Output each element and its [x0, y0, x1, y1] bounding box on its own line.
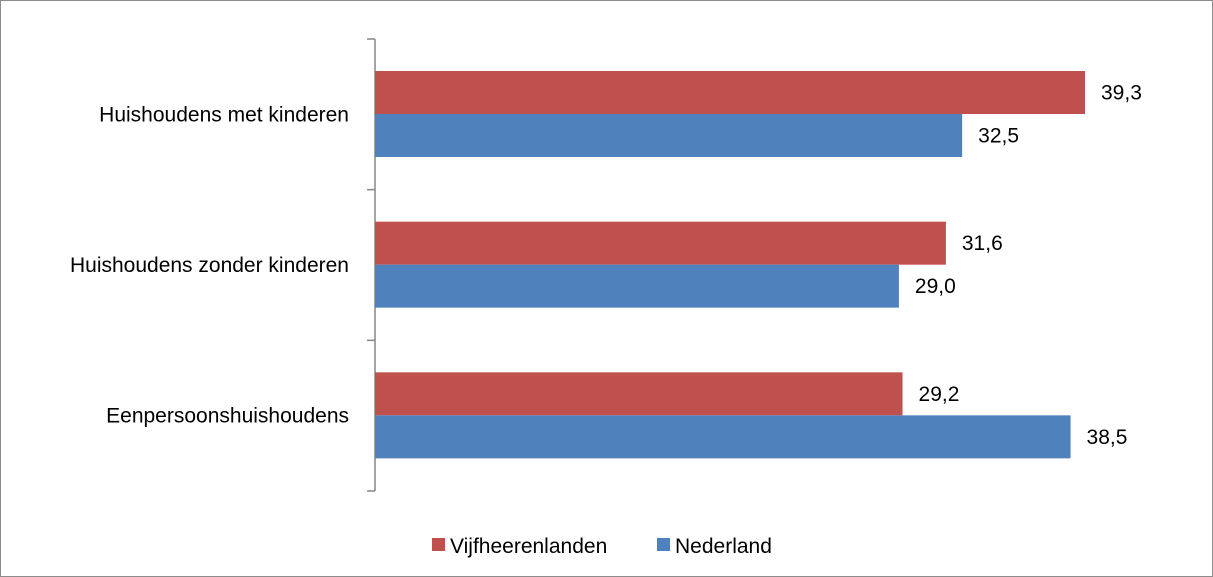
category-label: Eenpersoonshuishoudens [106, 405, 349, 428]
legend-swatch [432, 538, 445, 551]
y-axis-ticks [367, 38, 375, 492]
category-label: Huishoudens met kinderen [99, 103, 349, 126]
category-labels: Huishoudens met kinderen Huishoudens zond… [70, 103, 349, 427]
bar [375, 372, 903, 416]
bar [375, 221, 946, 265]
bar [375, 264, 899, 308]
data-label: 32,5 [978, 125, 1019, 148]
data-labels: 39,3 32,5 31,6 29,0 29,2 38,5 [915, 82, 1142, 449]
category-label: Huishoudens zonder kinderen [70, 254, 349, 277]
data-label: 31,6 [962, 232, 1003, 255]
bar [375, 114, 963, 157]
data-label: 39,3 [1101, 82, 1142, 105]
legend-entry: Vijfheerenlanden [450, 535, 607, 558]
bars [375, 71, 1085, 459]
data-label: 29,0 [915, 275, 956, 298]
legend-entry: Nederland [675, 535, 772, 558]
legend: Vijfheerenlanden Nederland [432, 535, 772, 558]
bar [375, 415, 1071, 459]
legend-swatch [657, 538, 670, 551]
data-label: 29,2 [919, 383, 960, 406]
bar [375, 71, 1085, 114]
data-label: 38,5 [1087, 426, 1128, 449]
